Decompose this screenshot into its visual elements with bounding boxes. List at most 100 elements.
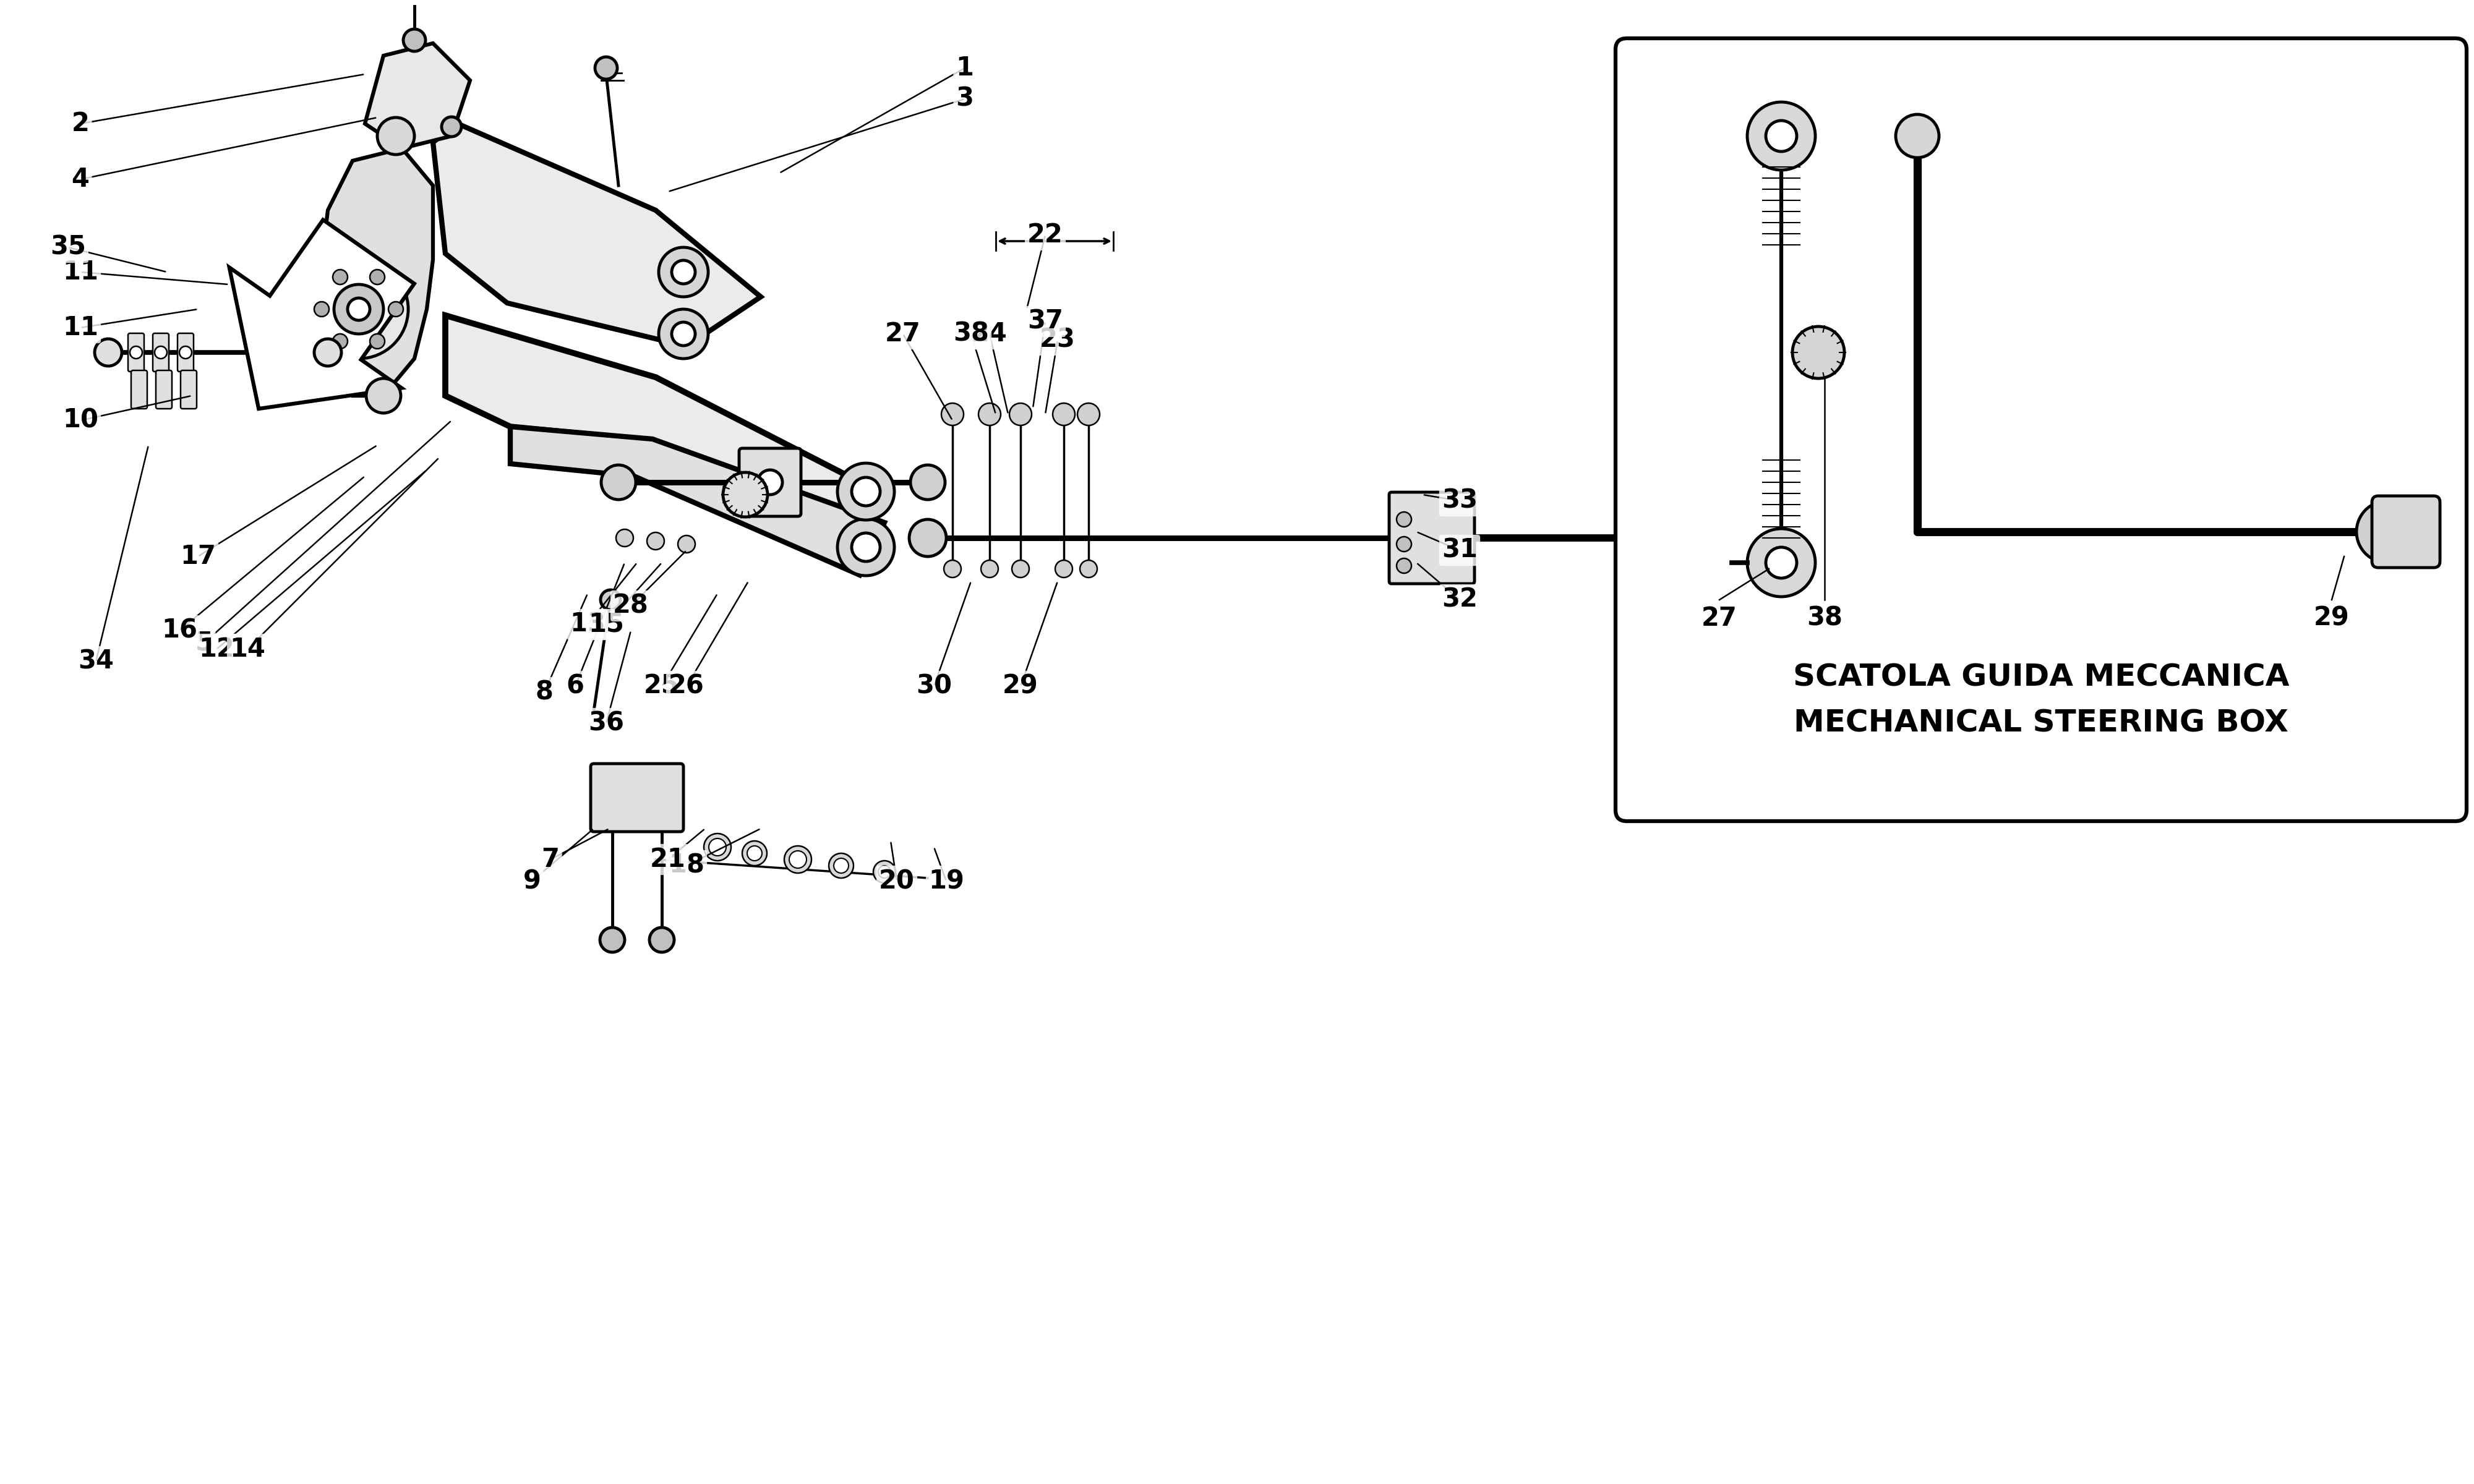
Text: 7: 7 bbox=[542, 846, 559, 873]
Text: 30: 30 bbox=[915, 674, 952, 699]
Text: 27: 27 bbox=[1702, 605, 1737, 631]
Text: 17: 17 bbox=[181, 543, 215, 570]
Polygon shape bbox=[230, 220, 413, 408]
Circle shape bbox=[829, 853, 854, 879]
Circle shape bbox=[1054, 404, 1074, 426]
Text: 26: 26 bbox=[668, 674, 705, 699]
Text: MECHANICAL STEERING BOX: MECHANICAL STEERING BOX bbox=[1794, 708, 2288, 738]
Circle shape bbox=[940, 404, 965, 426]
Circle shape bbox=[1395, 512, 1410, 527]
Text: 33: 33 bbox=[1442, 488, 1477, 513]
Circle shape bbox=[1012, 559, 1029, 577]
Text: 4: 4 bbox=[72, 166, 89, 193]
FancyBboxPatch shape bbox=[178, 334, 193, 371]
Text: 13: 13 bbox=[569, 611, 606, 638]
Circle shape bbox=[388, 301, 403, 316]
Polygon shape bbox=[317, 148, 433, 396]
Circle shape bbox=[834, 858, 849, 873]
FancyBboxPatch shape bbox=[2373, 496, 2439, 567]
Circle shape bbox=[314, 301, 329, 316]
FancyBboxPatch shape bbox=[181, 371, 198, 408]
Circle shape bbox=[153, 346, 168, 359]
Circle shape bbox=[334, 285, 383, 334]
Text: 20: 20 bbox=[878, 868, 915, 893]
Text: 25: 25 bbox=[643, 674, 680, 699]
Circle shape bbox=[747, 846, 762, 861]
FancyBboxPatch shape bbox=[156, 371, 173, 408]
FancyBboxPatch shape bbox=[1616, 39, 2467, 821]
Text: 32: 32 bbox=[1442, 586, 1477, 613]
Text: 3: 3 bbox=[955, 86, 975, 111]
Text: 27: 27 bbox=[886, 321, 920, 347]
Circle shape bbox=[945, 559, 960, 577]
Circle shape bbox=[878, 865, 891, 879]
Text: 21: 21 bbox=[651, 846, 685, 873]
Circle shape bbox=[616, 530, 633, 546]
Circle shape bbox=[1766, 120, 1796, 151]
Circle shape bbox=[980, 404, 999, 426]
Circle shape bbox=[594, 56, 618, 79]
Circle shape bbox=[1395, 558, 1410, 573]
Circle shape bbox=[1079, 559, 1098, 577]
Text: 38: 38 bbox=[952, 321, 990, 347]
Circle shape bbox=[851, 478, 881, 506]
FancyBboxPatch shape bbox=[129, 334, 143, 371]
Circle shape bbox=[705, 834, 732, 861]
Circle shape bbox=[757, 470, 782, 494]
Polygon shape bbox=[366, 43, 470, 148]
Circle shape bbox=[376, 117, 416, 154]
Text: 15: 15 bbox=[589, 611, 623, 638]
Text: 34: 34 bbox=[79, 649, 114, 675]
Circle shape bbox=[742, 841, 767, 865]
Circle shape bbox=[980, 559, 999, 577]
FancyBboxPatch shape bbox=[131, 371, 148, 408]
Circle shape bbox=[314, 338, 341, 367]
Text: 6: 6 bbox=[567, 674, 584, 699]
Circle shape bbox=[403, 30, 426, 52]
Circle shape bbox=[1791, 326, 1846, 378]
Circle shape bbox=[1079, 404, 1098, 426]
FancyBboxPatch shape bbox=[1823, 570, 1883, 629]
Circle shape bbox=[1009, 404, 1032, 426]
Circle shape bbox=[678, 536, 695, 552]
Circle shape bbox=[673, 260, 695, 283]
Text: 9: 9 bbox=[522, 868, 542, 893]
Text: 8: 8 bbox=[534, 680, 554, 705]
Circle shape bbox=[658, 248, 708, 297]
Circle shape bbox=[789, 850, 807, 868]
Circle shape bbox=[2355, 500, 2420, 562]
Text: 11: 11 bbox=[62, 315, 99, 341]
Text: 38: 38 bbox=[1806, 605, 1843, 631]
Circle shape bbox=[1747, 102, 1816, 171]
Circle shape bbox=[673, 322, 695, 346]
Text: 22: 22 bbox=[1027, 223, 1064, 248]
Circle shape bbox=[371, 270, 386, 285]
Circle shape bbox=[910, 519, 945, 556]
Circle shape bbox=[371, 334, 386, 349]
FancyBboxPatch shape bbox=[591, 764, 683, 831]
Text: 35: 35 bbox=[49, 234, 87, 260]
Circle shape bbox=[1395, 537, 1410, 552]
Circle shape bbox=[332, 334, 346, 349]
Circle shape bbox=[601, 589, 621, 610]
Circle shape bbox=[648, 927, 673, 953]
Text: 18: 18 bbox=[668, 853, 705, 879]
Circle shape bbox=[599, 927, 623, 953]
Circle shape bbox=[366, 378, 401, 413]
Circle shape bbox=[1054, 559, 1074, 577]
Polygon shape bbox=[445, 315, 886, 551]
Text: 36: 36 bbox=[589, 711, 623, 736]
Circle shape bbox=[1811, 576, 1858, 623]
Text: 31: 31 bbox=[1442, 537, 1477, 564]
Text: 28: 28 bbox=[614, 594, 648, 619]
Circle shape bbox=[346, 298, 371, 321]
FancyBboxPatch shape bbox=[153, 334, 168, 371]
Circle shape bbox=[178, 346, 193, 359]
Text: 11: 11 bbox=[62, 260, 99, 285]
Circle shape bbox=[658, 309, 708, 359]
Circle shape bbox=[94, 338, 121, 367]
Text: SCATOLA GUIDA MECCANICA: SCATOLA GUIDA MECCANICA bbox=[1794, 662, 2288, 692]
Text: 19: 19 bbox=[928, 868, 965, 893]
Circle shape bbox=[836, 463, 896, 519]
FancyBboxPatch shape bbox=[740, 448, 802, 516]
